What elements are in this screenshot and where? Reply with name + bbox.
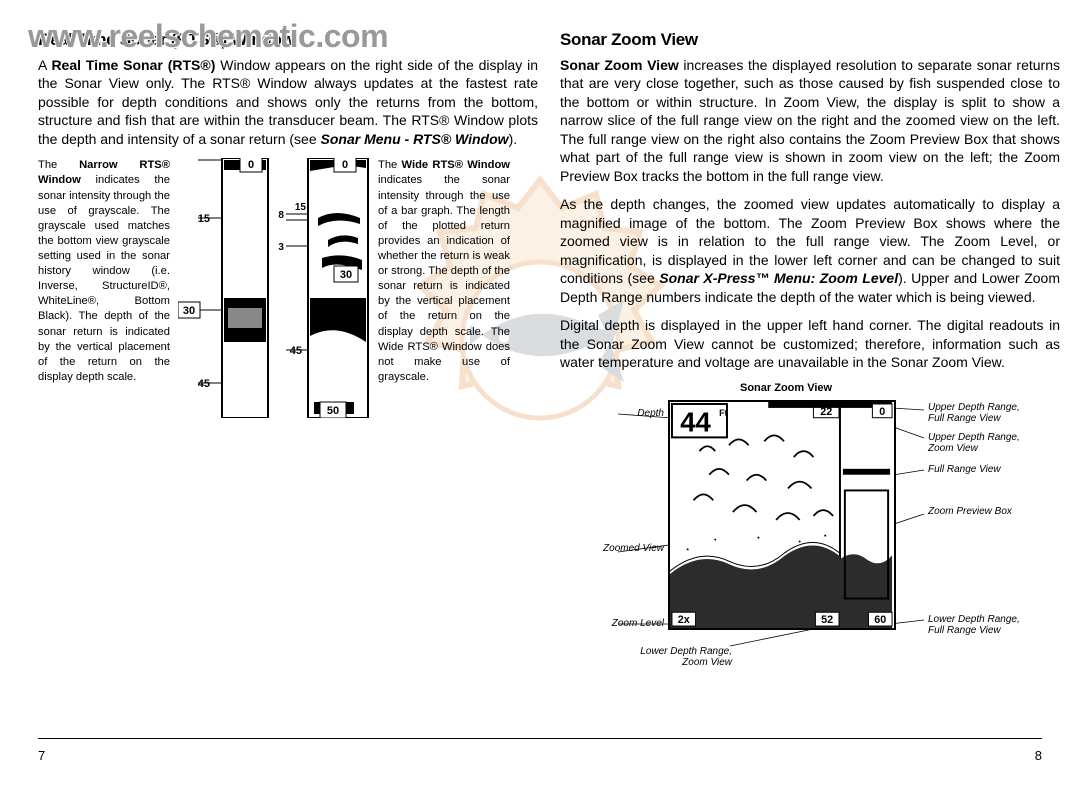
narrow-label-30: 30 (183, 305, 195, 317)
callout-depth: Depth (554, 408, 664, 420)
callout-upper-full: Upper Depth Range, Full Range View (928, 402, 1038, 425)
svg-text:0: 0 (342, 159, 348, 171)
watermark-url: www.reelschematic.com (28, 18, 388, 55)
narrow-label-45: 45 (198, 378, 210, 390)
page-number-left: 7 (38, 748, 45, 763)
callout-zoom-level: Zoom Level (554, 618, 664, 630)
lower-full-value: 60 (874, 614, 886, 626)
depth-unit: Ft (719, 407, 727, 417)
svg-text:45: 45 (290, 345, 302, 357)
zoom-diagram-title: Sonar Zoom View (740, 382, 832, 394)
rts-intro-paragraph: A Real Time Sonar (RTS®) Window appears … (38, 56, 538, 148)
zoom-para3: Digital depth is displayed in the upper … (560, 316, 1060, 371)
heading-zoom: Sonar Zoom View (560, 30, 1060, 50)
wide-rts-figure: 0 18 15 23 30 45 50 (278, 158, 370, 418)
zoom-level-value: 2x (678, 614, 690, 626)
page-number-right: 8 (1035, 748, 1042, 763)
svg-text:50: 50 (327, 405, 339, 417)
svg-text:23: 23 (278, 242, 284, 253)
callout-lower-full: Lower Depth Range, Full Range View (928, 614, 1038, 637)
footer-divider (38, 738, 1042, 739)
callout-upper-zoom: Upper Depth Range, Zoom View (928, 432, 1038, 455)
svg-text:15: 15 (295, 202, 307, 213)
narrow-label-15: 15 (198, 213, 210, 225)
zoom-para2: As the depth changes, the zoomed view up… (560, 195, 1060, 306)
svg-text:30: 30 (340, 269, 352, 281)
narrow-rts-figure: 0 15 30 45 (178, 158, 270, 418)
callout-lower-zoom: Lower Depth Range, Zoom View (612, 646, 732, 669)
page-right: Sonar Zoom View Sonar Zoom View increase… (560, 30, 1060, 708)
callout-zoomed-view: Zoomed View (554, 543, 664, 555)
rts-figures-row: The Narrow RTS® Window indicates the son… (38, 158, 538, 418)
callout-preview-box: Zoom Preview Box (928, 506, 1038, 518)
zoom-para1: Sonar Zoom View increases the displayed … (560, 56, 1060, 185)
narrow-label-0: 0 (248, 159, 254, 171)
callout-full-range: Full Range View (928, 464, 1038, 476)
depth-value: 44 (680, 406, 711, 437)
upper-full-value: 0 (879, 405, 885, 417)
zoom-diagram: Sonar Zoom View Depth Zoomed View Zoom L… (560, 388, 1060, 708)
narrow-rts-text: The Narrow RTS® Window indicates the son… (38, 158, 170, 418)
wide-rts-text: The Wide RTS® Window indicates the sonar… (378, 158, 510, 418)
lower-zoom-value: 52 (821, 614, 833, 626)
page-left: Real Time Sonar (RTS®) Window A Real Tim… (38, 30, 538, 418)
zoom-screen: 44 Ft 22 0 (668, 400, 896, 630)
svg-text:18: 18 (278, 210, 284, 221)
